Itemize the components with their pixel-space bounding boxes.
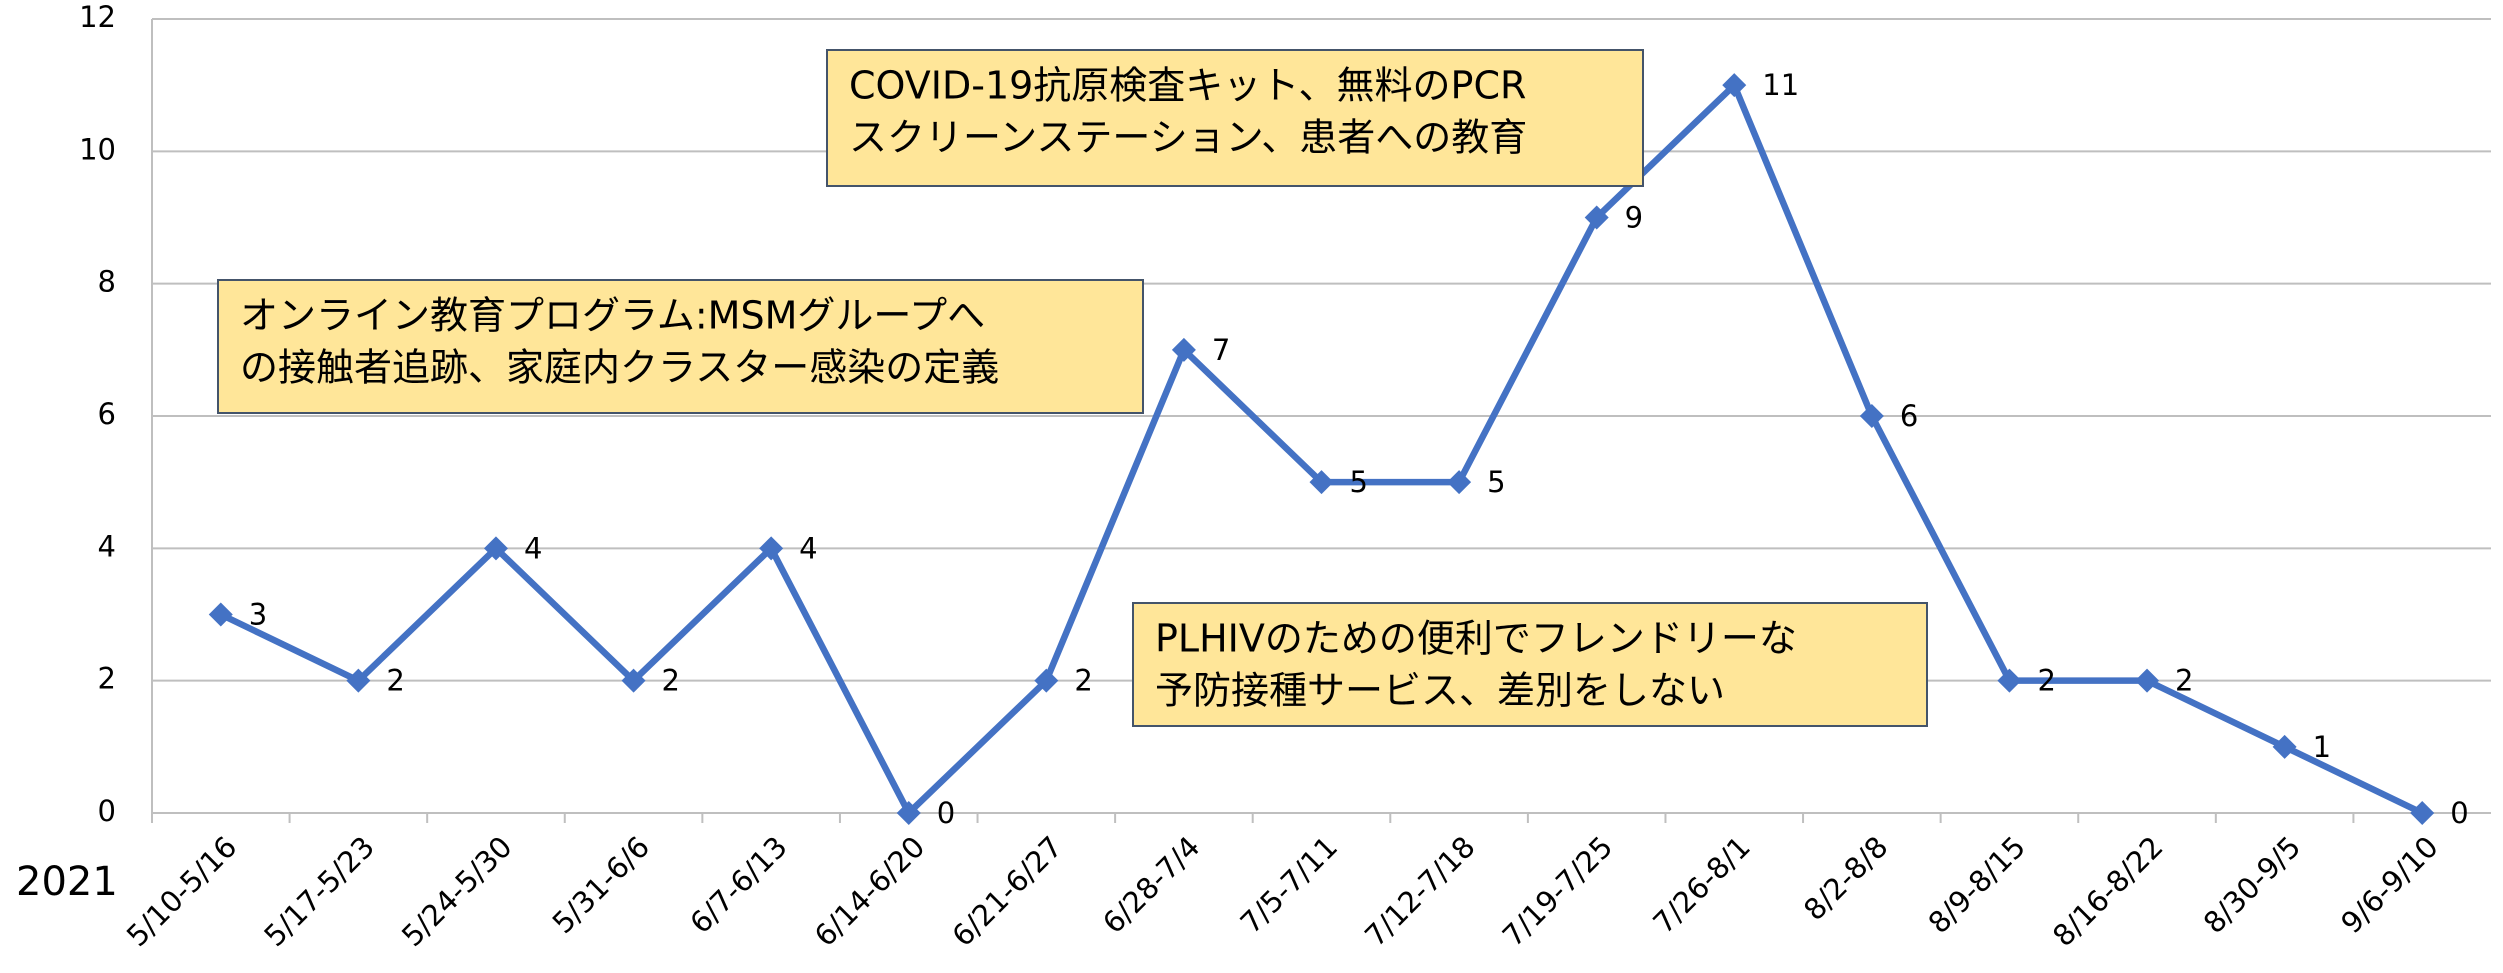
x-tick-label: 6/21-6/27 <box>945 830 1069 954</box>
point <box>346 668 371 693</box>
x-tick-label: 6/7-6/13 <box>683 830 793 940</box>
data-label: 4 <box>799 531 817 565</box>
y-tick-label: 6 <box>98 397 116 431</box>
point <box>2272 734 2297 759</box>
point <box>1859 404 1884 428</box>
point <box>2410 801 2435 825</box>
y-tick-label: 12 <box>79 0 116 34</box>
data-label: 5 <box>1350 465 1368 499</box>
x-tick-label: 5/24-5/30 <box>395 830 519 954</box>
x-tick-label: 8/16-8/22 <box>2046 830 2170 954</box>
data-label: 3 <box>249 598 267 632</box>
x-tick-label: 7/5-7/11 <box>1234 830 1344 940</box>
x-tick-label: 8/9-8/15 <box>1922 830 2032 940</box>
data-label: 6 <box>1900 399 1918 433</box>
data-label: 0 <box>937 796 955 830</box>
annotation-box <box>217 279 1144 414</box>
point <box>1171 337 1196 362</box>
x-tick-label: 7/19-7/25 <box>1496 830 1620 954</box>
data-label: 5 <box>1487 465 1505 499</box>
data-label: 2 <box>662 664 680 698</box>
annotation-text: 予防接種サービス、差別をしない <box>1155 669 1725 713</box>
x-tick-label: 8/2-8/8 <box>1797 830 1894 927</box>
x-tick-label: 9/6-9/10 <box>2334 830 2444 940</box>
x-tick-label: 5/10-5/16 <box>120 830 244 954</box>
point <box>208 602 233 627</box>
data-label: 2 <box>386 664 404 698</box>
annotation-text: オンライン教育プログラム:MSMグループへ <box>240 294 985 338</box>
point <box>1722 73 1747 98</box>
point <box>1309 470 1334 495</box>
annotation-text: COVID-19抗原検査キット、無料のPCR <box>849 64 1526 108</box>
data-label: 0 <box>2450 796 2468 830</box>
y-tick-label: 10 <box>79 132 116 166</box>
data-label: 4 <box>524 531 542 565</box>
point <box>759 536 784 561</box>
annotation-text: の接触者追跡、家庭内クラスター感染の定義 <box>240 346 999 390</box>
annotation-text: PLHIVのための便利でフレンドリーな <box>1155 617 1797 661</box>
x-tick-label: 7/12-7/18 <box>1358 830 1482 954</box>
annotation-box <box>1132 602 1928 727</box>
data-label: 1 <box>2313 730 2331 764</box>
point <box>1034 668 1059 693</box>
y-tick-label: 2 <box>98 662 116 696</box>
point <box>621 668 646 693</box>
data-label: 11 <box>1762 68 1799 102</box>
y-tick-label: 8 <box>98 265 116 299</box>
data-label: 9 <box>1625 201 1643 235</box>
point <box>2135 668 2160 693</box>
data-label: 2 <box>2175 664 2193 698</box>
y-tick-label: 0 <box>98 794 116 828</box>
data-label: 7 <box>1212 333 1230 367</box>
annotation-box <box>826 49 1644 187</box>
data-label: 2 <box>1074 664 1092 698</box>
annotation-text: スクリーンステーション、患者への教育 <box>849 116 1527 160</box>
point <box>1997 668 2022 693</box>
x-tick-label: 5/17-5/23 <box>257 830 381 954</box>
point <box>1584 205 1609 230</box>
x-axis-label: 2021 <box>16 859 118 905</box>
point <box>483 536 508 561</box>
y-tick-label: 4 <box>98 529 116 563</box>
point <box>1447 470 1472 495</box>
point <box>896 801 921 825</box>
x-tick-label: 6/14-6/20 <box>808 830 932 954</box>
data-label: 2 <box>2037 664 2055 698</box>
x-tick-label: 6/28-7/4 <box>1096 830 1206 940</box>
x-tick-label: 5/31-6/6 <box>546 830 656 940</box>
x-tick-label: 8/30-9/5 <box>2197 830 2307 940</box>
x-tick-label: 7/26-8/1 <box>1646 830 1756 940</box>
